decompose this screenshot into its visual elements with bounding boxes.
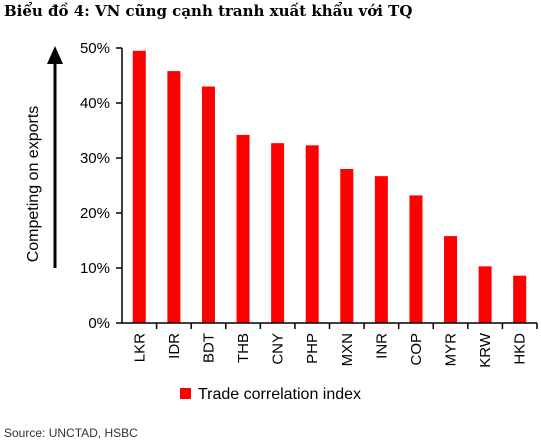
source-note: Source: UNCTAD, HSBC — [4, 426, 138, 440]
bar-cny — [271, 143, 285, 323]
x-tick-label-hkd: HKD — [512, 333, 529, 365]
x-tick-label-thb: THB — [235, 333, 252, 363]
x-tick-label-inr: INR — [373, 333, 390, 359]
legend: Trade correlation index — [180, 386, 361, 403]
y-ticks-group: 0% 10% 20% 30% 40% 50% — [80, 40, 122, 332]
x-tick-label-lkr: LKR — [131, 333, 148, 362]
legend-label: Trade correlation index — [198, 386, 361, 403]
y-tick-label: 40% — [80, 95, 110, 112]
bar-php — [305, 145, 319, 323]
y-tick-label: 20% — [80, 205, 110, 222]
bar-mxn — [340, 169, 354, 323]
x-ticks-group: LKR IDR BDT THB CNY PHP MXN INR COP MYR KRW HKD — [131, 323, 538, 368]
x-tick-label-myr: MYR — [443, 333, 460, 367]
bar-inr — [374, 176, 388, 323]
x-tick-label-idr: IDR — [166, 333, 183, 359]
y-tick-label: 0% — [88, 315, 110, 332]
bar-myr — [444, 236, 458, 323]
bar-lkr — [132, 50, 146, 323]
chart-title: Biểu đồ 4: VN cũng cạnh tranh xuất khẩu … — [4, 2, 413, 20]
bar-idr — [167, 71, 181, 323]
x-tick-label-krw: KRW — [477, 332, 494, 368]
bar-bdt — [201, 86, 215, 323]
x-tick-label-php: PHP — [304, 333, 321, 364]
bar-hkd — [513, 275, 527, 323]
x-tick-label-cny: CNY — [270, 333, 287, 365]
x-tick-label-mxn: MXN — [339, 333, 356, 366]
y-tick-label: 10% — [80, 260, 110, 277]
y-tick-label: 30% — [80, 150, 110, 167]
legend-swatch — [180, 388, 191, 399]
bar-cop — [409, 195, 423, 323]
bar-krw — [478, 266, 492, 323]
bar-thb — [236, 134, 250, 323]
x-tick-label-cop: COP — [408, 333, 425, 366]
bars-group — [132, 50, 527, 323]
y-tick-label: 50% — [80, 40, 110, 57]
x-tick-label-bdt: BDT — [200, 333, 217, 363]
